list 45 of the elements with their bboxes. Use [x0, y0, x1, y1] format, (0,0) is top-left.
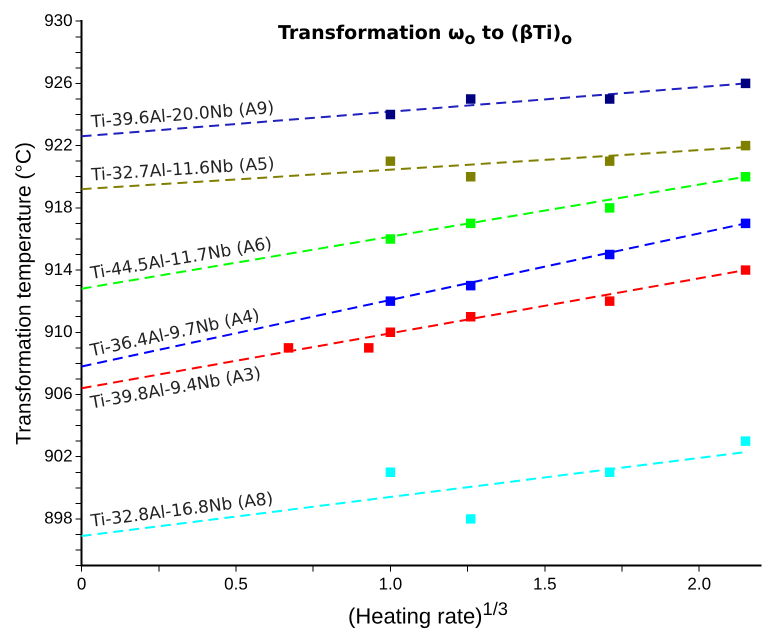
point [386, 328, 396, 338]
point [466, 94, 476, 104]
point [386, 110, 396, 120]
x-tick-label: 1.5 [532, 574, 557, 594]
point [740, 265, 750, 275]
point [386, 468, 396, 478]
point [604, 156, 614, 166]
point [386, 234, 396, 244]
y-tick-label: 930 [44, 10, 73, 30]
y-tick-label: 914 [44, 260, 73, 279]
y-tick-label: 926 [44, 73, 73, 92]
point [364, 343, 374, 353]
point [284, 343, 294, 353]
x-axis-title: (Heating rate)$^{1/3}$ [347, 598, 509, 630]
y-tick-label: 922 [44, 135, 73, 154]
point [466, 312, 476, 322]
point [740, 78, 750, 88]
point [740, 218, 750, 228]
point [740, 436, 750, 446]
point [386, 296, 396, 306]
point [604, 296, 614, 306]
point [604, 468, 614, 478]
series-label: Ti-32.7Al-11.6Nb (A5) [90, 154, 276, 186]
x-tick-label: 1.0 [378, 574, 402, 594]
series-label: Ti-39.6Al-20.0Nb (A9) [89, 98, 275, 133]
x-tick-label: 0 [76, 574, 86, 594]
y-tick-label: 906 [44, 384, 73, 404]
chart-title: Transformation ω$_{o}$ to (βTi)$_{o}$ [278, 22, 572, 48]
point [604, 94, 614, 104]
point [466, 514, 476, 524]
point [604, 250, 614, 260]
y-axis-title: Transformation temperature (°C) [12, 142, 36, 445]
point [740, 172, 750, 182]
y-tick-label: 898 [44, 508, 73, 528]
point [466, 280, 476, 290]
y-tick-label: 918 [44, 198, 73, 217]
point [466, 172, 476, 182]
point [386, 156, 396, 166]
y-tick-label: 910 [44, 322, 73, 341]
x-tick-label: 0.5 [224, 574, 248, 594]
x-tick-label: 2.0 [687, 574, 712, 594]
point [740, 140, 750, 150]
y-tick-label: 902 [44, 446, 73, 466]
point [604, 203, 614, 213]
point [466, 218, 476, 228]
